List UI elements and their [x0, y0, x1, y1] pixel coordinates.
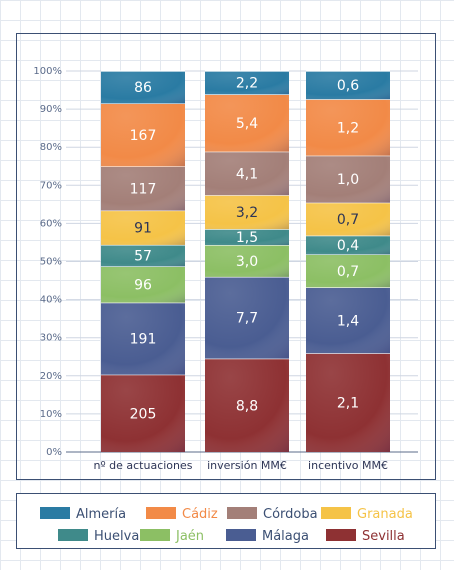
x-category-label: incentivo MM€ — [308, 459, 388, 472]
data-label: 205 — [130, 406, 157, 422]
x-axis-labels: nº de actuaciones inversión MM€ incentivo … — [93, 459, 387, 472]
legend-label-cadiz: Cádiz — [182, 507, 218, 522]
legend-label-almeria: Almería — [76, 507, 126, 522]
data-label: 2,2 — [236, 76, 258, 92]
legend: Almería Cádiz Córdoba Granada Huelva Jaén Mála… — [40, 507, 413, 544]
bars: 205 191 96 57 91 117 167 86 8,8 7,7 3,0 1,5 3,2 4,1 5,… — [101, 70, 390, 452]
data-label: 5,4 — [236, 116, 258, 132]
bar-inversion-mm-cordoba-shade — [205, 151, 289, 196]
bar-n-de-actuaciones-jaen-shade — [101, 266, 185, 303]
bar-n-de-actuaciones-almeria-shade — [101, 71, 185, 104]
data-label: 2,1 — [337, 396, 359, 412]
bar-n-de-actuaciones-sevilla-shade — [101, 374, 185, 452]
data-label: 3,2 — [236, 205, 258, 221]
y-tick-label: 60% — [40, 218, 62, 229]
data-label: 3,0 — [236, 254, 258, 270]
data-label: 0,7 — [337, 264, 359, 280]
data-label: 0,4 — [337, 238, 359, 254]
legend-label-jaen: Jaén — [175, 529, 204, 544]
legend-label-huelva: Huelva — [94, 529, 139, 544]
data-label: 167 — [130, 128, 157, 144]
legend-label-cordoba: Córdoba — [263, 507, 318, 522]
bar-inversion-mm-jaen-shade — [205, 245, 289, 277]
data-label: 191 — [130, 332, 157, 348]
y-tick-label: 20% — [40, 371, 62, 382]
legend-swatch-cadiz — [146, 507, 176, 519]
bar-incentivo-mm-huelva-shade — [306, 235, 390, 255]
data-label: 1,0 — [337, 172, 359, 188]
legend-label-sevilla: Sevilla — [362, 529, 405, 544]
legend-swatch-granada — [321, 507, 351, 519]
data-label: 1,4 — [337, 313, 359, 329]
y-tick-label: 70% — [40, 180, 62, 191]
bar-inversion-mm-malaga-shade — [205, 276, 289, 359]
y-tick-label: 40% — [40, 295, 62, 306]
x-category-label: nº de actuaciones — [93, 459, 192, 472]
y-tick-label: 80% — [40, 142, 62, 153]
bar-inversion-mm-cadiz-shade — [205, 94, 289, 152]
y-tick-label: 10% — [40, 409, 62, 420]
legend-swatch-cordoba — [227, 507, 257, 519]
bar-n-de-actuaciones-cordoba-shade — [101, 166, 185, 211]
y-tick-label: 100% — [33, 66, 62, 77]
bar-incentivo-mm-jaen-shade — [306, 254, 390, 288]
y-tick-label: 90% — [40, 104, 62, 115]
bar-inversion-mm-almeria-shade — [205, 71, 289, 95]
legend-label-malaga: Málaga — [262, 529, 309, 544]
y-tick-label: 30% — [40, 333, 62, 344]
data-label: 91 — [134, 221, 152, 237]
bar-incentivo-mm-cadiz-shade — [306, 99, 390, 156]
y-tick-label: 0% — [46, 447, 62, 458]
y-tick-label: 50% — [40, 257, 62, 268]
data-label: 1,5 — [236, 230, 258, 246]
legend-swatch-jaen — [140, 529, 170, 541]
legend-swatch-malaga — [226, 529, 256, 541]
bar-n-de-actuaciones-malaga-shade — [101, 302, 185, 375]
data-label: 86 — [134, 80, 152, 96]
data-label: 0,6 — [337, 78, 359, 94]
bar-inversion-mm-huelva-shade — [205, 229, 289, 246]
bar-incentivo-mm-almeria-shade — [306, 71, 390, 100]
bar-incentivo-mm-sevilla-shade — [306, 353, 390, 452]
data-label: 4,1 — [236, 166, 258, 182]
data-label: 1,2 — [337, 120, 359, 136]
data-label: 8,8 — [236, 398, 258, 414]
legend-swatch-huelva — [58, 529, 88, 541]
x-category-label: inversión MM€ — [207, 459, 287, 472]
bar-inversion-mm-granada-shade — [205, 195, 289, 230]
bar-incentivo-mm-cordoba-shade — [306, 155, 390, 203]
bar-inversion-mm-sevilla-shade — [205, 358, 289, 452]
bar-n-de-actuaciones-huelva-shade — [101, 244, 185, 267]
legend-swatch-sevilla — [326, 529, 356, 541]
bar-incentivo-mm-granada-shade — [306, 202, 390, 236]
legend-label-granada: Granada — [357, 507, 413, 522]
data-label: 117 — [130, 182, 157, 198]
data-label: 96 — [134, 278, 152, 294]
bar-n-de-actuaciones-cadiz-shade — [101, 103, 185, 167]
legend-swatch-almeria — [40, 507, 70, 519]
bar-n-de-actuaciones-granada-shade — [101, 210, 185, 245]
bar-incentivo-mm-malaga-shade — [306, 287, 390, 354]
data-label: 57 — [134, 249, 152, 265]
data-label: 7,7 — [236, 311, 258, 327]
data-label: 0,7 — [337, 212, 359, 228]
chart-frame — [16, 33, 436, 480]
